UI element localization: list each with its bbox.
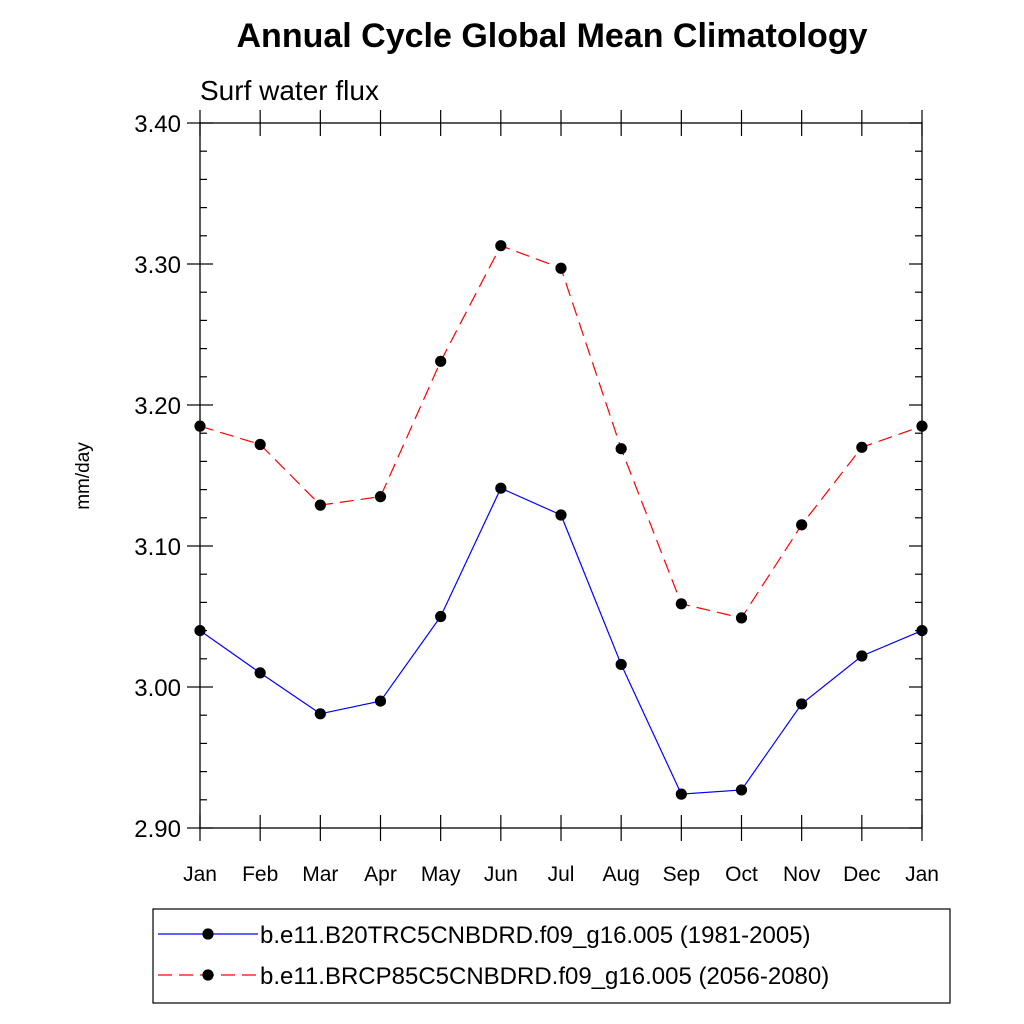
- series-1-point: [735, 784, 748, 796]
- x-tick-label: Feb: [242, 863, 278, 886]
- x-tick-label: Mar: [302, 863, 338, 886]
- x-tick-label: Sep: [663, 863, 700, 886]
- series-1-point: [374, 695, 387, 707]
- series-1-point: [555, 509, 567, 521]
- series-2-point: [796, 519, 808, 531]
- series-line-2: [199, 244, 923, 619]
- legend: b.e11.B20TRC5CNBDRD.f09_g16.005 (1981-20…: [152, 908, 951, 1004]
- series-layer: [194, 240, 928, 800]
- x-tick-label: Dec: [843, 863, 880, 886]
- series-2-point: [435, 355, 447, 367]
- series-line-1: [199, 487, 923, 795]
- series-2-point: [916, 420, 928, 432]
- y-axis-label: mm/day: [73, 442, 94, 510]
- x-tick-label: Aug: [602, 863, 639, 886]
- y-tick-label: 3.10: [134, 534, 181, 561]
- series-1-point: [194, 625, 206, 637]
- series-1-point: [796, 698, 808, 710]
- x-tick-label: Nov: [783, 863, 821, 886]
- legend-box: [152, 908, 951, 1004]
- series-1-point: [856, 650, 868, 662]
- x-tick-label: Jun: [484, 863, 518, 886]
- series-1-point: [615, 658, 627, 671]
- plot-frame: [199, 122, 923, 829]
- series-2-point: [856, 441, 868, 453]
- legend-label-1: b.e11.B20TRC5CNBDRD.f09_g16.005 (1981-20…: [260, 922, 811, 949]
- series-2-point: [615, 443, 627, 455]
- series-2-point: [194, 420, 206, 432]
- series-1-point: [254, 667, 266, 679]
- x-tick-label: May: [421, 863, 461, 886]
- x-tick-label: Jul: [548, 863, 575, 886]
- series-1-point: [916, 625, 928, 637]
- series-2-point: [735, 612, 748, 624]
- legend-marker-1: [202, 928, 214, 940]
- series-1-point: [495, 482, 507, 494]
- series-2-point: [555, 262, 567, 274]
- series-2-point: [495, 240, 507, 252]
- x-tick-label: Jan: [905, 863, 939, 886]
- series-1-point: [435, 610, 447, 623]
- legend-label-2: b.e11.BRCP85C5CNBDRD.f09_g16.005 (2056-2…: [260, 963, 829, 990]
- y-tick-label: 3.00: [134, 675, 181, 702]
- y-tick-label: 3.40: [134, 111, 181, 138]
- series-2-point: [675, 598, 687, 610]
- y-tick-label: 2.90: [134, 816, 181, 843]
- y-tick-label: 3.20: [134, 393, 181, 420]
- series-2-point: [314, 499, 326, 511]
- x-tick-label: Apr: [364, 863, 397, 886]
- series-1-point: [675, 788, 687, 800]
- chart-subtitle: Surf water flux: [200, 75, 379, 106]
- chart-title: Annual Cycle Global Mean Climatology: [237, 17, 868, 55]
- series-1-point: [314, 708, 326, 720]
- y-tick-label: 3.30: [134, 252, 181, 279]
- x-tick-label: Oct: [725, 863, 758, 886]
- series-2-point: [374, 491, 387, 503]
- series-2-point: [254, 438, 266, 451]
- x-tick-label: Jan: [183, 863, 217, 886]
- legend-marker-2: [202, 969, 214, 981]
